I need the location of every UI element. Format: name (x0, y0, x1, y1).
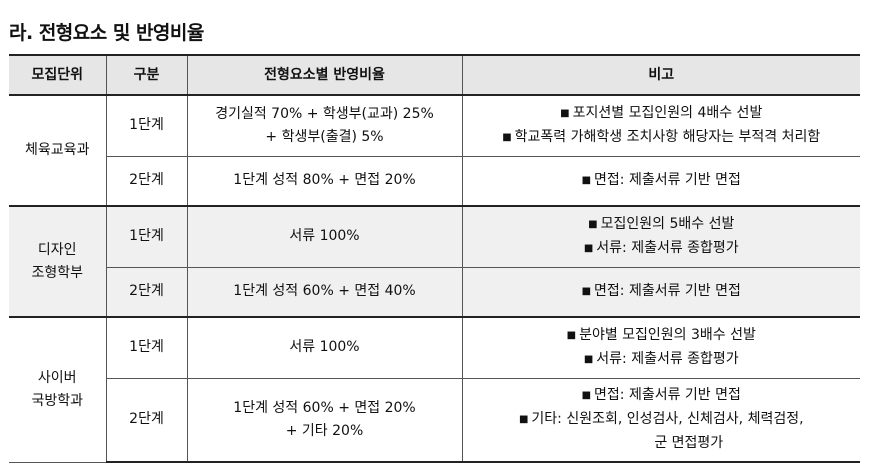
note-item: ■ 면접: 제출서류 기반 면접 (469, 384, 855, 408)
note-text: 학교폭력 가해학생 조치사항 해당자는 부적격 처리함 (514, 128, 821, 145)
stage-cell: 2단계 (105, 377, 188, 463)
table-row: 디자인 조형학부 1단계 서류 100% ■ 모집인원의 5배수 선발 ■ 서류: 제출서류 … (9, 205, 860, 318)
unit-name: 체육교육과 (25, 142, 90, 158)
ratio-cell: 1단계 성적 60% + 면접 20% + 기타 20% (186, 377, 463, 463)
note-item: ■ 기타: 신원조회, 인성검사, 신체검사, 체력검정, (469, 408, 855, 432)
stage-cell: 2단계 (105, 266, 188, 318)
header-stage: 구분 (105, 54, 188, 96)
square-bullet-icon: ■ (502, 131, 512, 143)
ratio-line: 경기실적 70% + 학생부(교과) 25% (215, 105, 434, 122)
notes-cell: ■ 모집인원의 5배수 선발 ■ 서류: 제출서류 종합평가 (461, 205, 860, 268)
square-bullet-icon: ■ (583, 242, 594, 254)
note-text: 면접: 제출서류 기반 면접 (594, 282, 741, 299)
note-continuation: 군 면접평가 (654, 435, 724, 452)
note-text: 포지션별 모집인원의 4배수 선발 (572, 104, 763, 121)
table-row: 체육교육과 1단계 경기실적 70% + 학생부(교과) 25% + 학생부(출결) … (9, 94, 860, 207)
unit-name: 국방학과 (31, 392, 84, 409)
note-item: ■ 서류: 제출서류 종합평가 (469, 237, 855, 261)
ratio-cell: 서류 100% (186, 205, 463, 268)
unit-cell: 체육교육과 (9, 94, 107, 207)
ratio-line: 1단계 성적 60% + 면접 40% (233, 283, 416, 300)
note-text: 기타: 신원조회, 인성검사, 신체검사, 체력검정, (531, 411, 804, 428)
note-item: ■ 서류: 제출서류 종합평가 (469, 348, 855, 372)
ratio-line: 서류 100% (289, 339, 360, 356)
table-row: 사이버 국방학과 1단계 서류 100% ■ 분야별 모집인원의 3배수 선발 ■ 서류: 제… (9, 316, 860, 463)
ratio-cell: 서류 100% (186, 316, 463, 379)
note-text: 서류: 제출서류 종합평가 (596, 350, 739, 367)
ratio-cell: 1단계 성적 80% + 면접 20% (186, 155, 463, 207)
unit-name: 사이버 (37, 369, 77, 386)
table-row: 2단계 1단계 성적 60% + 면접 20% + 기타 20% ■ 면접: 제출서류 … (9, 377, 860, 463)
square-bullet-icon: ■ (588, 218, 598, 230)
ratio-line: 1단계 성적 60% + 면접 20% (233, 399, 416, 416)
square-bullet-icon: ■ (560, 107, 570, 119)
note-item: ■ 면접: 제출서류 기반 면접 (469, 280, 855, 304)
header-unit: 모집단위 (9, 54, 107, 96)
table-row: 2단계 1단계 성적 80% + 면접 20% ■ 면접: 제출서류 기반 면접 (9, 155, 860, 207)
square-bullet-icon: ■ (581, 174, 592, 186)
note-item: ■ 모집인원의 5배수 선발 (469, 213, 855, 237)
notes-cell: ■ 면접: 제출서류 기반 면접 ■ 기타: 신원조회, 인성검사, 신체검사, 체력… (461, 377, 860, 463)
square-bullet-icon: ■ (581, 390, 592, 402)
note-item: ■ 학교폭력 가해학생 조치사항 해당자는 부적격 처리함 (469, 126, 855, 150)
note-text: 모집인원의 5배수 선발 (600, 215, 735, 232)
square-bullet-icon: ■ (583, 353, 594, 365)
notes-cell: ■ 면접: 제출서류 기반 면접 (461, 266, 860, 318)
ratio-line: + 학생부(출결) 5% (265, 128, 384, 145)
notes-cell: ■ 분야별 모집인원의 3배수 선발 ■ 서류: 제출서류 종합평가 (461, 316, 860, 379)
stage-cell: 1단계 (105, 94, 188, 157)
note-item: ■ 포지션별 모집인원의 4배수 선발 (469, 102, 855, 126)
square-bullet-icon: ■ (518, 414, 529, 426)
ratio-line: 서류 100% (289, 228, 360, 245)
note-item: ■ 분야별 모집인원의 3배수 선발 (469, 324, 855, 348)
ratio-cell: 경기실적 70% + 학생부(교과) 25% + 학생부(출결) 5% (186, 94, 463, 157)
header-notes: 비고 (461, 54, 860, 96)
admission-ratio-table: 모집단위 구분 전형요소별 반영비율 비고 체육교육과 1단계 경기실적 70% +… (9, 54, 860, 463)
table-body: 체육교육과 1단계 경기실적 70% + 학생부(교과) 25% + 학생부(출결) … (9, 94, 860, 463)
square-bullet-icon: ■ (581, 285, 592, 297)
unit-name: 디자인 (37, 241, 77, 258)
note-text: 서류: 제출서류 종합평가 (596, 239, 739, 256)
table-header-row: 모집단위 구분 전형요소별 반영비율 비고 (9, 54, 860, 96)
stage-cell: 1단계 (105, 316, 188, 379)
ratio-line: 1단계 성적 80% + 면접 20% (233, 172, 416, 189)
notes-cell: ■ 포지션별 모집인원의 4배수 선발 ■ 학교폭력 가해학생 조치사항 해당자는 부… (461, 94, 860, 157)
ratio-cell: 1단계 성적 60% + 면접 40% (186, 266, 463, 318)
notes-cell: ■ 면접: 제출서류 기반 면접 (461, 155, 860, 207)
note-text: 면접: 제출서류 기반 면접 (594, 171, 741, 188)
section-title: 라. 전형요소 및 반영비율 (9, 22, 204, 44)
note-item: ■ 면접: 제출서류 기반 면접 (469, 169, 855, 193)
square-bullet-icon: ■ (566, 329, 577, 341)
table-row: 2단계 1단계 성적 60% + 면접 40% ■ 면접: 제출서류 기반 면접 (9, 266, 860, 318)
ratio-line: + 기타 20% (285, 422, 364, 439)
unit-name: 조형학부 (31, 264, 84, 281)
note-text: 분야별 모집인원의 3배수 선발 (579, 326, 756, 343)
note-text: 면접: 제출서류 기반 면접 (594, 387, 741, 404)
header-ratio: 전형요소별 반영비율 (186, 54, 463, 96)
stage-cell: 1단계 (105, 205, 188, 268)
stage-cell: 2단계 (105, 155, 188, 207)
